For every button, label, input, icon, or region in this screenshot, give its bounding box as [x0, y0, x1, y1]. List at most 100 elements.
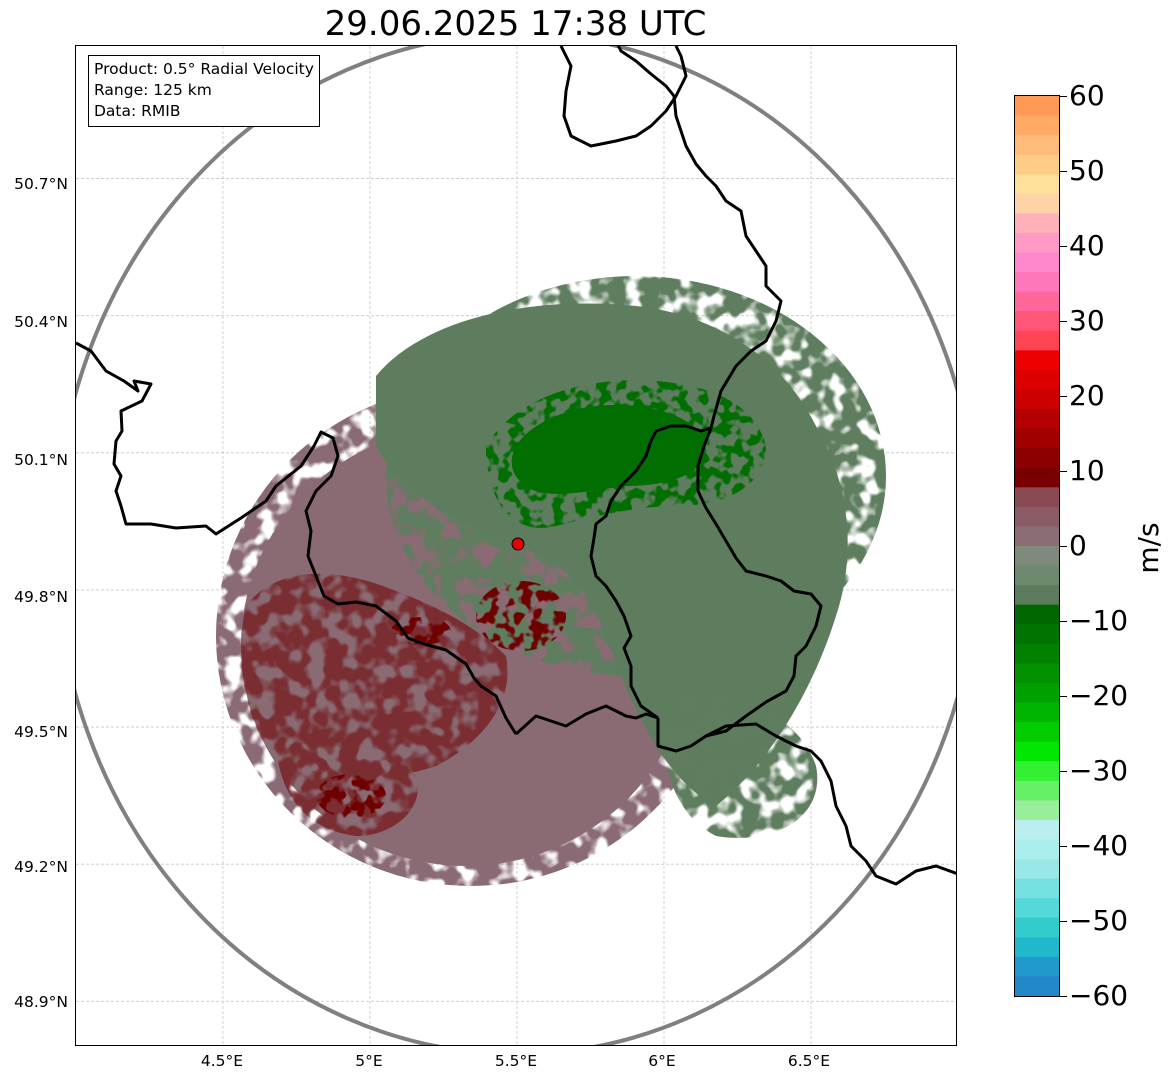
lat-tick-label: 50.7°N [14, 175, 68, 193]
colorbar-swatch [1015, 624, 1059, 645]
country-borders [76, 46, 956, 886]
colorbar-tick-mark [1060, 846, 1067, 847]
echo-outbound-core-sw [316, 774, 386, 818]
border-be-de [616, 46, 783, 429]
range-label: Range: 125 km [94, 81, 212, 99]
colorbar-tick-mark [1060, 471, 1067, 472]
colorbar-swatch [1015, 428, 1059, 449]
colorbar-swatch [1015, 780, 1059, 801]
colorbar-tick-mark [1060, 546, 1067, 547]
border-nl-de [559, 46, 688, 148]
colorbar-tick-label: 60 [1069, 79, 1105, 112]
colorbar-tick-label: 0 [1069, 529, 1087, 562]
colorbar-swatch [1015, 487, 1059, 508]
lat-tick-label: 50.4°N [14, 313, 68, 331]
colorbar-swatch [1015, 604, 1059, 625]
colorbar-swatch [1015, 526, 1059, 547]
colorbar-tick-label: −10 [1069, 604, 1129, 637]
colorbar-tick-mark [1060, 396, 1067, 397]
colorbar-tick-label: −30 [1069, 754, 1129, 787]
lon-tick-label: 5°E [355, 1052, 383, 1070]
lon-tick-label: 5.5°E [494, 1052, 538, 1070]
echo-inbound-core-solid [511, 405, 706, 494]
colorbar-tick-label: −50 [1069, 904, 1129, 937]
colorbar-tick-mark [1060, 96, 1067, 97]
echo-inbound-se [663, 693, 818, 838]
colorbar-swatch [1015, 467, 1059, 488]
colorbar-swatch [1015, 506, 1059, 528]
colorbar-swatch [1015, 663, 1059, 684]
colorbar-tick-mark [1060, 771, 1067, 772]
product-label: Product: 0.5° Radial Velocity [94, 60, 314, 78]
chart-title: 29.06.2025 17:38 UTC [324, 4, 707, 44]
lon-tick-label: 6.5°E [787, 1052, 831, 1070]
colorbar-swatch [1015, 917, 1059, 938]
colorbar-swatch [1015, 448, 1059, 469]
colorbar-swatches [1015, 96, 1059, 996]
border-lu-west [589, 424, 712, 720]
colorbar-tick-label: 20 [1069, 379, 1105, 412]
colorbar-tick-label: −60 [1069, 979, 1129, 1012]
border-be-lu-fr [514, 704, 659, 736]
colorbar-tick-label: −20 [1069, 679, 1129, 712]
colorbar-tick-label: 40 [1069, 229, 1105, 262]
colorbar-swatch [1015, 761, 1059, 782]
colorbar-tick-mark [1060, 921, 1067, 922]
border-de-fr [705, 722, 956, 886]
radar-site-marker[interactable] [511, 537, 525, 551]
colorbar-swatch [1015, 702, 1059, 723]
colorbar-swatch [1015, 389, 1059, 410]
colorbar-swatch [1015, 311, 1059, 332]
colorbar-swatch [1015, 213, 1059, 234]
product-info-box: Product: 0.5° Radial Velocity Range: 125… [88, 55, 320, 127]
colorbar-tick-mark [1060, 171, 1067, 172]
velocity-colorbar [1014, 95, 1060, 997]
lat-tick-label: 50.1°N [14, 451, 68, 469]
colorbar-swatch [1015, 859, 1059, 880]
colorbar-swatch [1015, 682, 1059, 704]
colorbar-swatch [1015, 154, 1059, 175]
colorbar-tick-label: 50 [1069, 154, 1105, 187]
colorbar-swatch [1015, 369, 1059, 391]
colorbar-tick-label: −40 [1069, 829, 1129, 862]
lat-tick-label: 49.8°N [14, 588, 68, 606]
colorbar-swatch [1015, 232, 1059, 254]
colorbar-swatch [1015, 741, 1059, 762]
colorbar-swatch [1015, 409, 1059, 430]
colorbar-swatch [1015, 722, 1059, 743]
velocity-echoes [216, 276, 886, 886]
colorbar-swatch [1015, 800, 1059, 821]
echo-outbound-core-center [476, 581, 566, 651]
radar-map[interactable] [75, 45, 957, 1046]
colorbar-swatch [1015, 898, 1059, 919]
colorbar-swatch [1015, 96, 1059, 117]
colorbar-swatch [1015, 174, 1059, 195]
colorbar-swatch [1015, 956, 1059, 978]
lon-tick-label: 6°E [648, 1052, 676, 1070]
colorbar-swatch [1015, 350, 1059, 371]
lat-tick-label: 49.2°N [14, 858, 68, 876]
colorbar-swatch [1015, 115, 1059, 136]
colorbar-tick-label: 30 [1069, 304, 1105, 337]
colorbar-swatch [1015, 272, 1059, 293]
colorbar-tick-mark [1060, 996, 1067, 997]
colorbar-swatch [1015, 291, 1059, 312]
colorbar-swatch [1015, 585, 1059, 606]
colorbar-swatch [1015, 819, 1059, 841]
colorbar-swatch [1015, 839, 1059, 860]
colorbar-tick-mark [1060, 246, 1067, 247]
colorbar-tick-label: 10 [1069, 454, 1105, 487]
colorbar-tick-mark [1060, 621, 1067, 622]
colorbar-swatch [1015, 193, 1059, 214]
lat-tick-label: 48.9°N [14, 993, 68, 1011]
colorbar-unit-label: m/s [1132, 522, 1165, 574]
colorbar-tick-mark [1060, 321, 1067, 322]
colorbar-swatch [1015, 546, 1059, 567]
colorbar-swatch [1015, 878, 1059, 899]
border-be-fr [76, 341, 518, 735]
lat-tick-label: 49.5°N [14, 723, 68, 741]
colorbar-swatch [1015, 937, 1059, 958]
echo-outbound-core-west [391, 617, 451, 645]
map-canvas [76, 46, 956, 1045]
colorbar-swatch [1015, 976, 1059, 996]
